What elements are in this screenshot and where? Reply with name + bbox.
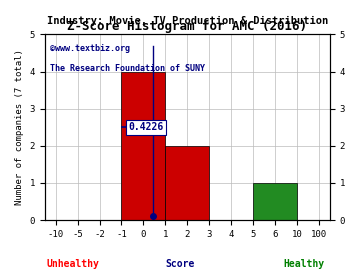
Text: Score: Score xyxy=(165,259,195,269)
Title: Z-Score Histogram for AMC (2016): Z-Score Histogram for AMC (2016) xyxy=(67,20,307,33)
Bar xyxy=(165,146,209,220)
Text: The Research Foundation of SUNY: The Research Foundation of SUNY xyxy=(50,64,205,73)
Text: 0.4226: 0.4226 xyxy=(128,122,163,132)
Y-axis label: Number of companies (7 total): Number of companies (7 total) xyxy=(15,49,24,205)
Text: ©www.textbiz.org: ©www.textbiz.org xyxy=(50,44,130,53)
Text: Industry: Movie, TV Production & Distribution: Industry: Movie, TV Production & Distrib… xyxy=(47,16,328,26)
Text: Unhealthy: Unhealthy xyxy=(47,259,100,269)
Text: Healthy: Healthy xyxy=(283,259,324,269)
Bar xyxy=(253,183,297,220)
Bar xyxy=(121,72,165,220)
